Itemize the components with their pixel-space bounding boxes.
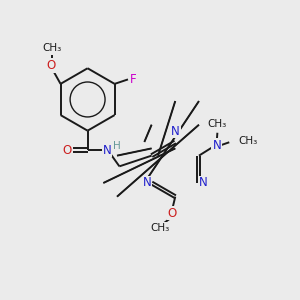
Text: CH₃: CH₃ [239,136,258,146]
Text: N: N [212,139,221,152]
Text: N: N [143,176,152,190]
Text: CH₃: CH₃ [150,223,170,233]
Text: CH₃: CH₃ [208,119,227,129]
Text: O: O [62,143,72,157]
Text: CH₃: CH₃ [43,43,62,53]
Text: N: N [171,124,180,137]
Text: O: O [46,58,56,72]
Text: O: O [168,206,177,220]
Text: H: H [112,141,120,152]
Text: F: F [130,73,136,86]
Text: N: N [103,143,111,157]
Text: N: N [199,176,208,190]
